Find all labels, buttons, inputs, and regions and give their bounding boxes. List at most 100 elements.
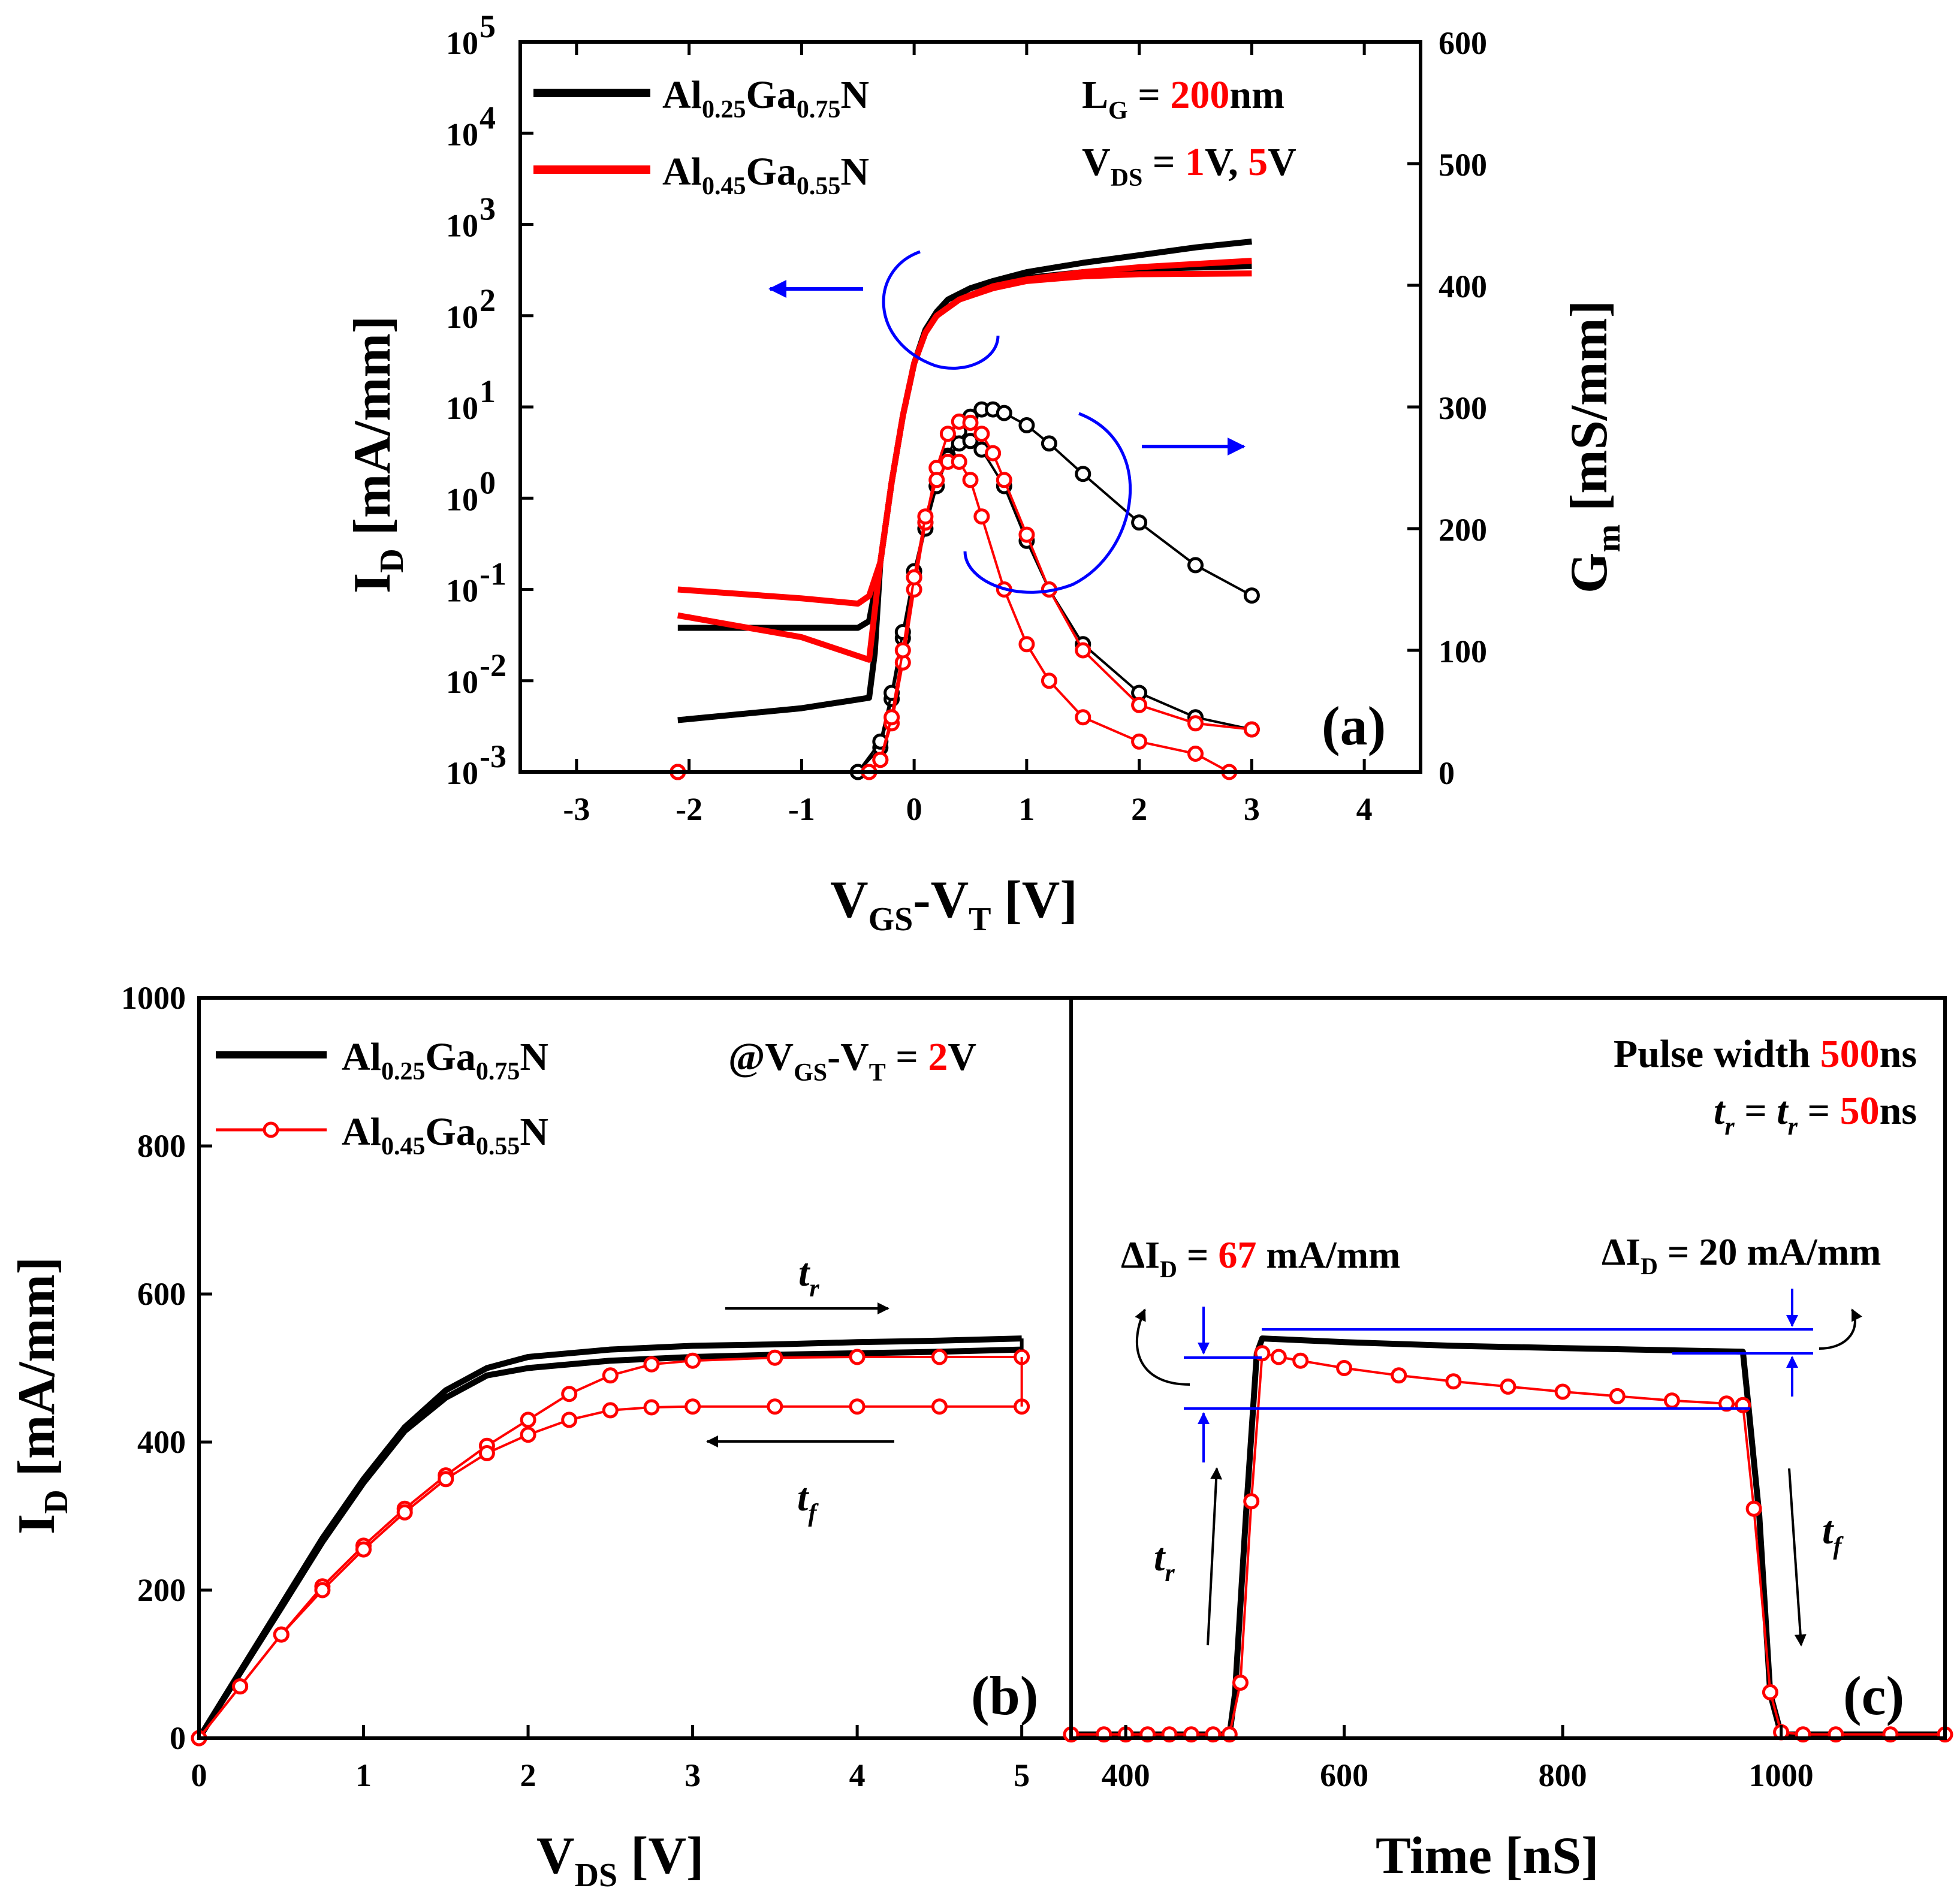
panel-c-series-2-point: [1609, 1388, 1626, 1404]
panel-b-series-3-point: [685, 1352, 701, 1369]
panel-a-series-8-point: [1018, 636, 1035, 653]
panel-c-series-2-point: [1745, 1500, 1762, 1517]
panel-a-y2-axis-label: Gm [mS/mm]: [1560, 300, 1627, 593]
panel-c-curl-arrow-left: [1135, 1308, 1190, 1386]
panel-b-series-4-point: [931, 1398, 948, 1415]
panel-a-series-7-point: [996, 472, 1012, 488]
panel-c-fall-label: tf: [1822, 1509, 1844, 1560]
panel-b-series-4-point: [602, 1402, 619, 1419]
panel-b-ticks: 0 1 2 3 4 5 0 200 400 600 800 1000: [121, 980, 1030, 1793]
panel-b-series-4-point: [561, 1412, 578, 1428]
panel-a-x-tick-label: 3: [1244, 791, 1260, 827]
panel-c-rise-label: tr: [1154, 1536, 1175, 1587]
panel-b-x-tick-label: 0: [191, 1757, 207, 1793]
panel-a-series-7-point: [973, 426, 990, 442]
panel-b-rise-label: tr: [798, 1251, 819, 1302]
panel-a-series-7-point: [939, 426, 956, 442]
panel-a-series-5-point: [996, 405, 1012, 421]
panel-b-y-tick-label: 1000: [121, 980, 186, 1016]
panel-a-series-6-point: [962, 433, 979, 450]
panel-c-fall-arrow: [1788, 1468, 1807, 1646]
panel-a-series-8-point: [962, 472, 979, 488]
panel-b-series-4-point: [685, 1398, 701, 1415]
panel-b-x-tick-label: 5: [1014, 1757, 1030, 1793]
panel-b-plot-area: [191, 1335, 1030, 1747]
panel-b-label: (b): [971, 1665, 1038, 1726]
panel-c-frame: [1069, 996, 1947, 1740]
panel-b-series-4-point: [767, 1398, 783, 1415]
panel-a-label: (a): [1322, 695, 1386, 756]
panel-a-y2-tick-label: 500: [1439, 147, 1487, 183]
panel-c-series-1-line: [1071, 1335, 1945, 1738]
panel-a-series-7-point: [1075, 642, 1091, 659]
panel-a-series-7-point: [985, 445, 1002, 462]
panel-a-series-5-point: [1131, 514, 1148, 531]
panel-c-series-2-point: [1718, 1395, 1735, 1412]
panel-a-series-8-point: [1041, 672, 1057, 689]
panel-b-series-4-point: [396, 1504, 413, 1521]
panel-a-series-8-point: [906, 569, 922, 586]
panel-a-series-8-point: [894, 642, 911, 659]
panel-b-bias-annotation: @VGS-VT = 2V: [728, 1035, 976, 1087]
panel-a-y2-tick-label: 0: [1439, 755, 1455, 791]
panel-c-series-2-point: [1554, 1383, 1571, 1400]
panel-b-legend-label-1: Al0.25Ga0.75N: [342, 1035, 548, 1085]
panel-a-y-tick-exponent: -1: [480, 556, 506, 592]
panel-c-plot-area: [1063, 1335, 1953, 1743]
panel-c-series-2-point: [1270, 1349, 1287, 1365]
panel-b-x-axis-label: VDS [V]: [536, 1827, 704, 1894]
panel-c: 400 600 800 1000 Pulse width 500ns tr = tr …: [1063, 996, 1953, 1885]
panel-b-series-4-point: [643, 1399, 660, 1416]
panel-a-right-curve-marker: [963, 412, 1132, 594]
panel-a-series-8-point: [1131, 733, 1148, 750]
panel-c-series-2-point: [1243, 1493, 1260, 1510]
panel-c-rise-arrow: [1207, 1467, 1223, 1646]
panel-b-y-tick-label: 200: [137, 1572, 186, 1608]
panel-b-x-tick-label: 1: [355, 1757, 372, 1793]
panel-a-y-tick-exponent: 1: [480, 373, 496, 409]
panel-a-series-8-point: [917, 508, 934, 525]
panel-a-y-tick-label: 10: [446, 25, 478, 61]
panel-a-y-tick-exponent: -2: [480, 647, 506, 683]
panel-b-x-tick-label: 4: [849, 1757, 866, 1793]
panel-a-series-8-line: [677, 460, 1230, 773]
panel-a-y-tick-exponent: 4: [480, 99, 496, 135]
panel-a-y-tick-label: 10: [446, 116, 478, 152]
panel-b-y-axis-label: ID [mA/mm]: [8, 1257, 75, 1534]
panel-a-y-tick-exponent: -3: [480, 738, 506, 774]
panel-a-y-tick-label: 10: [446, 755, 478, 791]
panel-c-delta-left-annotation: ΔID = 67 mA/mm: [1121, 1233, 1400, 1283]
panel-a-series-8-point: [883, 709, 900, 726]
panel-a-y-tick-exponent: 5: [480, 8, 496, 44]
panel-b-y-tick-label: 800: [137, 1128, 186, 1164]
panel-c-ticks: 400 600 800 1000: [1102, 1725, 1814, 1793]
panel-a-y-tick-label: 10: [446, 208, 478, 244]
panel-c-rise-time-annotation: tr = tr = 50ns: [1714, 1089, 1917, 1141]
panel-a-plot-area: [670, 239, 1260, 780]
panel-c-x-tick-label: 800: [1539, 1757, 1587, 1793]
panel-b-series-4-point: [314, 1582, 331, 1599]
panel-a-y2-tick-label: 300: [1439, 390, 1487, 426]
panel-a-legend-label-1: Al0.25Ga0.75N: [662, 73, 869, 123]
panel-a-series-5-point: [1243, 587, 1260, 604]
panel-b-series-4-point: [438, 1471, 454, 1488]
panel-a-y-tick-label: 10: [446, 573, 478, 609]
panel-b-series-4-point: [273, 1626, 290, 1643]
panel-b-series-4-point: [478, 1445, 495, 1461]
panel-b-series-4-point: [355, 1541, 372, 1558]
panel-a-y-tick-label: 10: [446, 299, 478, 335]
panel-a-x-tick-label: 2: [1131, 791, 1147, 827]
panel-c-x-axis-label: Time [nS]: [1376, 1827, 1599, 1885]
panel-b-series-3-point: [643, 1356, 660, 1373]
panel-b-x-tick-label: 2: [520, 1757, 536, 1793]
panel-a-series-7-point: [1018, 526, 1035, 543]
panel-a-series-7-point: [1187, 715, 1204, 732]
panel-a-series-4-line: [677, 270, 1252, 663]
panel-a-series-8-point: [1075, 709, 1091, 726]
panel-a-y2-tick-label: 400: [1439, 269, 1487, 304]
panel-c-series-2-line: [1071, 1352, 1945, 1736]
panel-a-y2-tick-label: 200: [1439, 512, 1487, 548]
